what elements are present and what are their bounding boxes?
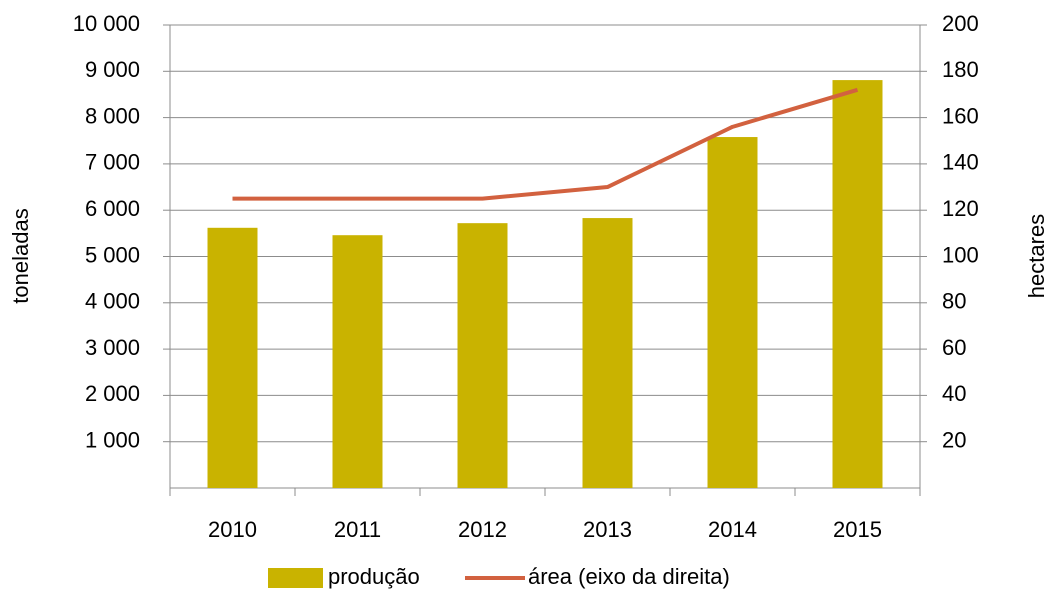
line xyxy=(232,87,859,201)
legend-label: produção xyxy=(328,564,420,589)
y-tick-label: 4 000 xyxy=(85,289,140,314)
y-tick-label: 8 000 xyxy=(85,103,140,128)
bar xyxy=(332,235,383,488)
y-tick-label: 10 000 xyxy=(73,11,140,36)
bar xyxy=(457,223,508,488)
x-tick-label: 2010 xyxy=(208,517,257,542)
y2-tick-label: 180 xyxy=(942,57,979,82)
x-tick-label: 2014 xyxy=(708,517,757,542)
bar xyxy=(207,227,258,488)
y-tick-label: 9 000 xyxy=(85,57,140,82)
y2-axis-label: hectares xyxy=(1024,214,1049,298)
x-tick-label: 2012 xyxy=(458,517,507,542)
y2-tick-label: 140 xyxy=(942,150,979,175)
y2-tick-label: 80 xyxy=(942,289,966,314)
y2-tick-label: 60 xyxy=(942,335,966,360)
legend-swatch xyxy=(268,568,323,588)
y2-tick-label: 20 xyxy=(942,428,966,453)
x-tick-label: 2015 xyxy=(833,517,882,542)
bar xyxy=(707,137,758,488)
y2-tick-label: 40 xyxy=(942,381,966,406)
x-tick-label: 2011 xyxy=(334,517,381,542)
y2-tick-label: 120 xyxy=(942,196,979,221)
y-tick-label: 3 000 xyxy=(85,335,140,360)
y-axis-label: toneladas xyxy=(8,208,33,303)
y-tick-label: 5 000 xyxy=(85,242,140,267)
x-tick-label: 2013 xyxy=(583,517,632,542)
y2-tick-label: 200 xyxy=(942,11,979,36)
y2-tick-label: 100 xyxy=(942,242,979,267)
y-tick-label: 7 000 xyxy=(85,150,140,175)
bar xyxy=(582,218,633,489)
y-tick-label: 1 000 xyxy=(85,428,140,453)
y-tick-label: 2 000 xyxy=(85,381,140,406)
bar xyxy=(832,80,883,489)
legend-label: área (eixo da direita) xyxy=(528,564,730,589)
y-tick-label: 6 000 xyxy=(85,196,140,221)
y2-tick-label: 160 xyxy=(942,103,979,128)
